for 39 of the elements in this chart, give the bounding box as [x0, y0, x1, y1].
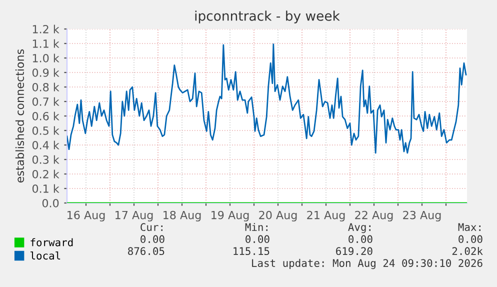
y-tick-label: 0.7 k: [32, 97, 60, 106]
y-tick-label: 0.9 k: [32, 68, 60, 77]
text: Last update: Mon Aug 24 09:30:10 2026: [252, 258, 482, 270]
x-tick-label: 18 Aug: [164, 210, 201, 222]
line-series: [67, 44, 467, 154]
y-tick-label: 0.4 k: [32, 140, 60, 150]
text: Min:: [245, 222, 268, 231]
y-tick-label: 0.3 k: [32, 155, 60, 164]
y-tick-label: 0.5 k: [32, 126, 60, 135]
y-tick-label: 0.8 k: [32, 82, 60, 92]
x-tick-label: 17 Aug: [116, 210, 153, 222]
legend-label: forward: [30, 238, 73, 246]
text: 619.20: [336, 247, 372, 256]
text: 0.00: [348, 235, 372, 244]
y-tick-label: 0.0: [42, 198, 59, 208]
y-tick-label: 0.1 k: [32, 184, 60, 193]
text: Max:: [458, 223, 480, 232]
x-tick-label: 21 Aug: [307, 210, 345, 222]
y-tick-label: 1.0 k: [32, 54, 60, 62]
x-tick-label: 22 Aug: [355, 210, 393, 222]
x-tick-label: 16 Aug: [68, 210, 105, 222]
y-axis-title: established connections: [15, 49, 24, 183]
y-tick-label: 0.6 k: [32, 112, 60, 120]
text: 0.00: [246, 235, 270, 244]
x-tick-label: 19 Aug: [212, 210, 249, 222]
text: 2.02k: [452, 246, 483, 256]
text: 0.00: [140, 235, 164, 244]
x-tick-label: 20 Aug: [259, 210, 297, 222]
text: 115.15: [234, 247, 270, 256]
text: 0.00: [458, 235, 482, 244]
chart-title: ipconntrack - by week: [195, 10, 340, 24]
y-tick-label: 1.1 k: [32, 39, 60, 48]
y-tick-label: 1.2 k: [32, 24, 60, 34]
text: 876.05: [128, 247, 164, 256]
y-tick-label: 0.2 k: [32, 170, 60, 178]
text: Cur:: [140, 223, 162, 232]
legend-label: local: [30, 251, 60, 260]
x-tick-label: 23 Aug: [403, 210, 441, 222]
text: Avg:: [348, 223, 370, 234]
